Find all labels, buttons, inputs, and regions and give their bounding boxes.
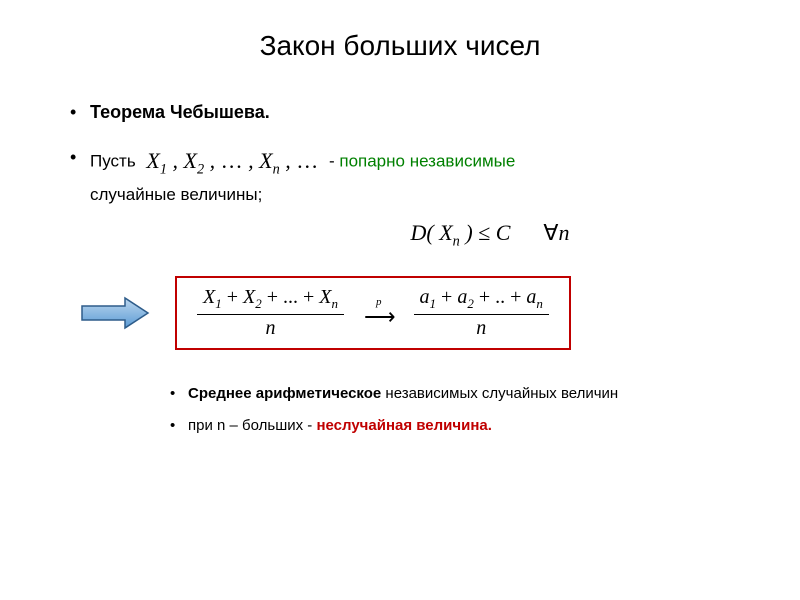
dx-nsub: n bbox=[453, 234, 460, 250]
sub-bullets: Среднее арифметическое независимых случа… bbox=[50, 385, 750, 434]
sequence-formula: X1 , X2 , … , Xn , … bbox=[146, 143, 318, 181]
asn: n bbox=[536, 296, 543, 311]
dx-D: D bbox=[411, 220, 427, 245]
converges-in-prob-arrow: p ⟶ bbox=[364, 296, 394, 330]
sn: n bbox=[332, 296, 339, 311]
main-bullets: Теорема Чебышева. Пусть X1 , X2 , … , Xn… bbox=[50, 102, 750, 208]
left-denominator: n bbox=[266, 315, 276, 340]
ap1: + bbox=[436, 286, 457, 308]
dx-close: ) ≤ C bbox=[460, 220, 511, 245]
a1: a bbox=[420, 286, 430, 308]
sub-bullet-mean: Среднее арифметическое независимых случа… bbox=[170, 385, 750, 402]
right-denominator: n bbox=[476, 315, 486, 340]
left-numerator: X1 + X2 + ... + Xn bbox=[197, 286, 344, 315]
bullet-let: Пусть X1 , X2 , … , Xn , … - попарно нез… bbox=[70, 143, 750, 208]
theorem-label: Теорема Чебышева. bbox=[90, 102, 270, 122]
slide-container: Закон больших чисел Теорема Чебышева. Пу… bbox=[0, 0, 800, 479]
forall-symbol: ∀ bbox=[543, 220, 558, 245]
x1b: X bbox=[243, 286, 255, 308]
convergence-formula-box: X1 + X2 + ... + Xn n p ⟶ a1 + a2 + .. + … bbox=[175, 276, 571, 350]
mean-rest: независимых случайных величин bbox=[381, 385, 618, 402]
sub-bullet-nonrandom: при n – больших - неслучайная величина. bbox=[170, 417, 750, 434]
a3: a bbox=[526, 286, 536, 308]
nonrandom-plain: при n – больших - bbox=[188, 417, 316, 434]
pairwise-prefix: - bbox=[329, 152, 339, 171]
pairwise-green: попарно независимые bbox=[339, 152, 515, 171]
p1: + bbox=[222, 286, 243, 308]
variance-bound-formula: D( Xn ) ≤ C ∀n bbox=[230, 220, 750, 250]
d1: + ... + bbox=[262, 286, 320, 308]
nonrandom-red: неслучайная величина. bbox=[316, 417, 491, 434]
bullet-theorem: Теорема Чебышева. bbox=[70, 102, 750, 123]
left-fraction: X1 + X2 + ... + Xn n bbox=[197, 286, 344, 340]
x1a: X bbox=[203, 286, 215, 308]
parrow-arrow: ⟶ bbox=[364, 304, 394, 330]
right-numerator: a1 + a2 + .. + an bbox=[414, 286, 549, 315]
ad1: + .. + bbox=[474, 286, 527, 308]
right-fraction: a1 + a2 + .. + an n bbox=[414, 286, 549, 340]
slide-title: Закон больших чисел bbox=[50, 30, 750, 62]
random-vars-text: случайные величины; bbox=[90, 185, 262, 204]
let-text: Пусть bbox=[90, 152, 136, 171]
forall-n: n bbox=[558, 220, 569, 245]
block-arrow-icon bbox=[80, 296, 150, 330]
a2: a bbox=[457, 286, 467, 308]
convergence-row: X1 + X2 + ... + Xn n p ⟶ a1 + a2 + .. + … bbox=[80, 276, 750, 350]
dx-open: ( X bbox=[426, 220, 452, 245]
mean-bold: Среднее арифметическое bbox=[188, 385, 381, 402]
x1c: X bbox=[319, 286, 331, 308]
